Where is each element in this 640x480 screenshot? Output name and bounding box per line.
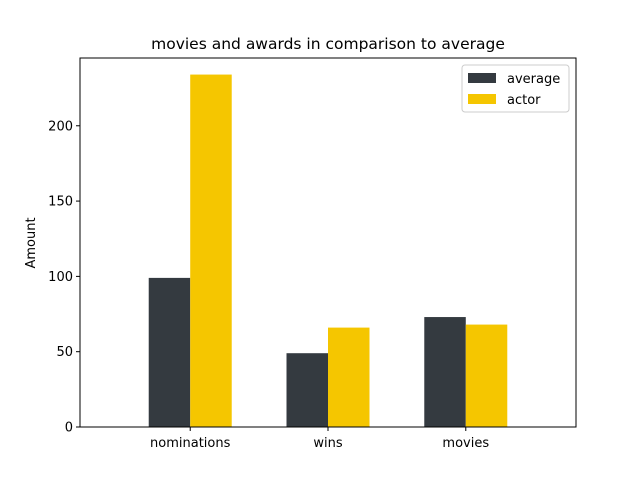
- bar-average-wins: [286, 353, 328, 427]
- y-tick-label: 50: [56, 345, 73, 360]
- chart-title: movies and awards in comparison to avera…: [151, 35, 505, 53]
- y-tick-label: 200: [48, 119, 73, 134]
- plot-frame: [79, 57, 577, 428]
- bar-actor-movies: [465, 324, 508, 427]
- legend-swatch-actor: [468, 94, 496, 104]
- y-tick-label: 150: [48, 195, 73, 210]
- legend-label-average: average: [507, 72, 560, 87]
- legend-swatch-average: [468, 73, 496, 83]
- x-tick-label-wins: wins: [313, 436, 342, 451]
- x-axis-ticks: nominations wins movies: [150, 427, 489, 451]
- bar-average-nominations: [148, 277, 191, 427]
- bar-actor-wins: [328, 327, 370, 427]
- y-tick-label: 0: [65, 421, 73, 436]
- bar-actor-nominations: [190, 74, 232, 427]
- legend: average actor: [461, 64, 570, 113]
- y-axis-label: Amount: [24, 217, 39, 268]
- y-axis-ticks: 0 50 100 150 200: [48, 119, 80, 436]
- y-tick-label: 100: [48, 270, 73, 285]
- x-tick-label-movies: movies: [442, 436, 489, 451]
- legend-label-actor: actor: [507, 93, 541, 108]
- bars-group: [148, 74, 508, 427]
- x-tick-label-nominations: nominations: [150, 436, 231, 451]
- bar-average-movies: [424, 317, 466, 427]
